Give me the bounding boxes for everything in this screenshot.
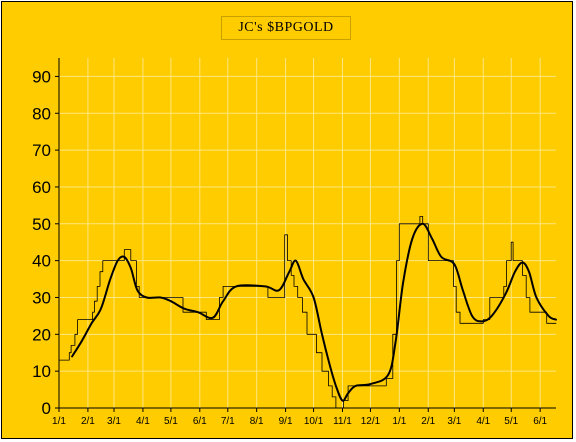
y-tick-label: 0 <box>42 399 51 418</box>
y-axis-tick-labels: 0 10 20 30 40 50 60 70 80 90 <box>32 67 59 418</box>
x-tick-label: 7/1 <box>221 416 235 427</box>
series-layer <box>58 216 557 409</box>
y-tick-label: 10 <box>32 362 51 381</box>
y-tick-label: 60 <box>32 178 51 197</box>
x-tick-label: 9/1 <box>279 416 293 427</box>
y-tick-label: 20 <box>32 325 51 344</box>
series-line-step <box>58 216 557 409</box>
y-tick-label: 50 <box>32 215 51 234</box>
y-tick-label: 40 <box>32 252 51 271</box>
x-tick-label: 11/1 <box>333 416 352 427</box>
chart-title: JC's $BPGOLD <box>238 20 334 35</box>
y-tick-label: 90 <box>32 67 51 86</box>
x-tick-label: 4/1 <box>136 416 150 427</box>
x-tick-label: 1/1 <box>392 416 406 427</box>
x-tick-label: 6/1 <box>193 416 207 427</box>
x-axis-tick-labels: 1/1 2/1 3/1 4/1 5/1 6/1 7/1 8/1 9/1 10/1 11/1 12/1 1… <box>52 408 548 427</box>
x-tick-label: 12/1 <box>361 416 381 427</box>
y-tick-label: 70 <box>32 141 51 160</box>
x-tick-label: 5/1 <box>504 416 518 427</box>
x-tick-label: 2/1 <box>421 416 435 427</box>
x-tick-label: 8/1 <box>250 416 264 427</box>
x-tick-label: 3/1 <box>107 416 121 427</box>
x-tick-label: 2/1 <box>81 416 95 427</box>
x-tick-label: 6/1 <box>533 416 547 427</box>
chart-title-box: JC's $BPGOLD <box>221 16 351 40</box>
x-tick-label: 1/1 <box>52 416 66 427</box>
y-tick-label: 30 <box>32 288 51 307</box>
x-tick-label: 10/1 <box>304 416 324 427</box>
x-tick-label: 3/1 <box>447 416 461 427</box>
series-line-smoothed <box>71 222 557 402</box>
y-tick-label: 80 <box>32 104 51 123</box>
x-tick-label: 4/1 <box>476 416 490 427</box>
grid-layer <box>58 58 556 409</box>
x-tick-label: 5/1 <box>164 416 178 427</box>
